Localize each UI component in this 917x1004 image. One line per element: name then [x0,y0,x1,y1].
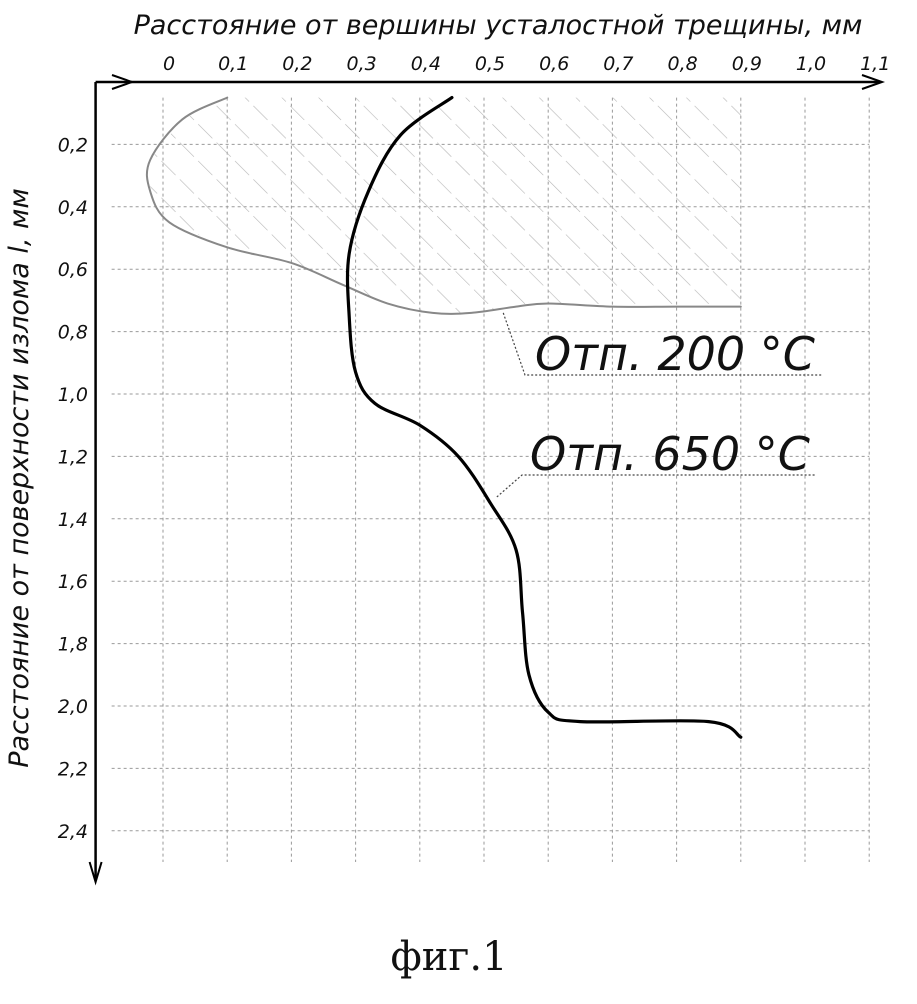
annotations: Отп. 200 °С Отп. 650 °С [497,313,822,497]
x-tick-label: 0,3 [346,53,376,75]
x-axis-title: Расстояние от вершины усталостной трещин… [134,10,863,41]
y-tick-label: 0,4 [58,197,88,219]
annotation-label-200C: Отп. 200 °С [535,327,815,381]
x-tick-label: 0,2 [282,53,312,75]
y-tick-label: 1,2 [58,446,88,468]
x-tick-label: 0,5 [475,53,505,75]
x-tick-label: 0,8 [667,53,697,75]
y-tick-label: 0,2 [58,134,88,156]
y-tick-label: 2,2 [58,758,88,780]
x-tick-label: 1,0 [796,53,826,75]
y-tick-label: 1,0 [58,384,88,406]
x-tick-label: 0,1 [218,53,248,75]
x-tick-label: 1,1 [860,53,890,75]
y-tick-label: 1,8 [58,634,88,656]
annotation-label-650C: Отп. 650 °С [530,427,810,481]
y-axis-title: Расстояние от поверхности излома l, мм [4,188,35,768]
x-tick-label: 0,9 [732,53,762,75]
hatch-fill [150,98,741,313]
x-tick-label: 0,7 [603,53,633,75]
x-tick-label: 0,4 [411,53,441,75]
figure-caption: фиг.1 [390,934,507,980]
x-tick-label: 0,6 [539,53,569,75]
y-tick-label: 2,0 [58,696,88,718]
y-tick-label: 1,6 [58,571,88,593]
y-tick-label: 2,4 [58,821,88,843]
hatched-region [150,98,741,313]
y-tick-label: 0,6 [58,259,88,281]
y-tick-label: 0,8 [58,322,88,344]
y-tick-label: 1,4 [58,509,88,531]
x-tick-label: 0 [163,53,175,75]
